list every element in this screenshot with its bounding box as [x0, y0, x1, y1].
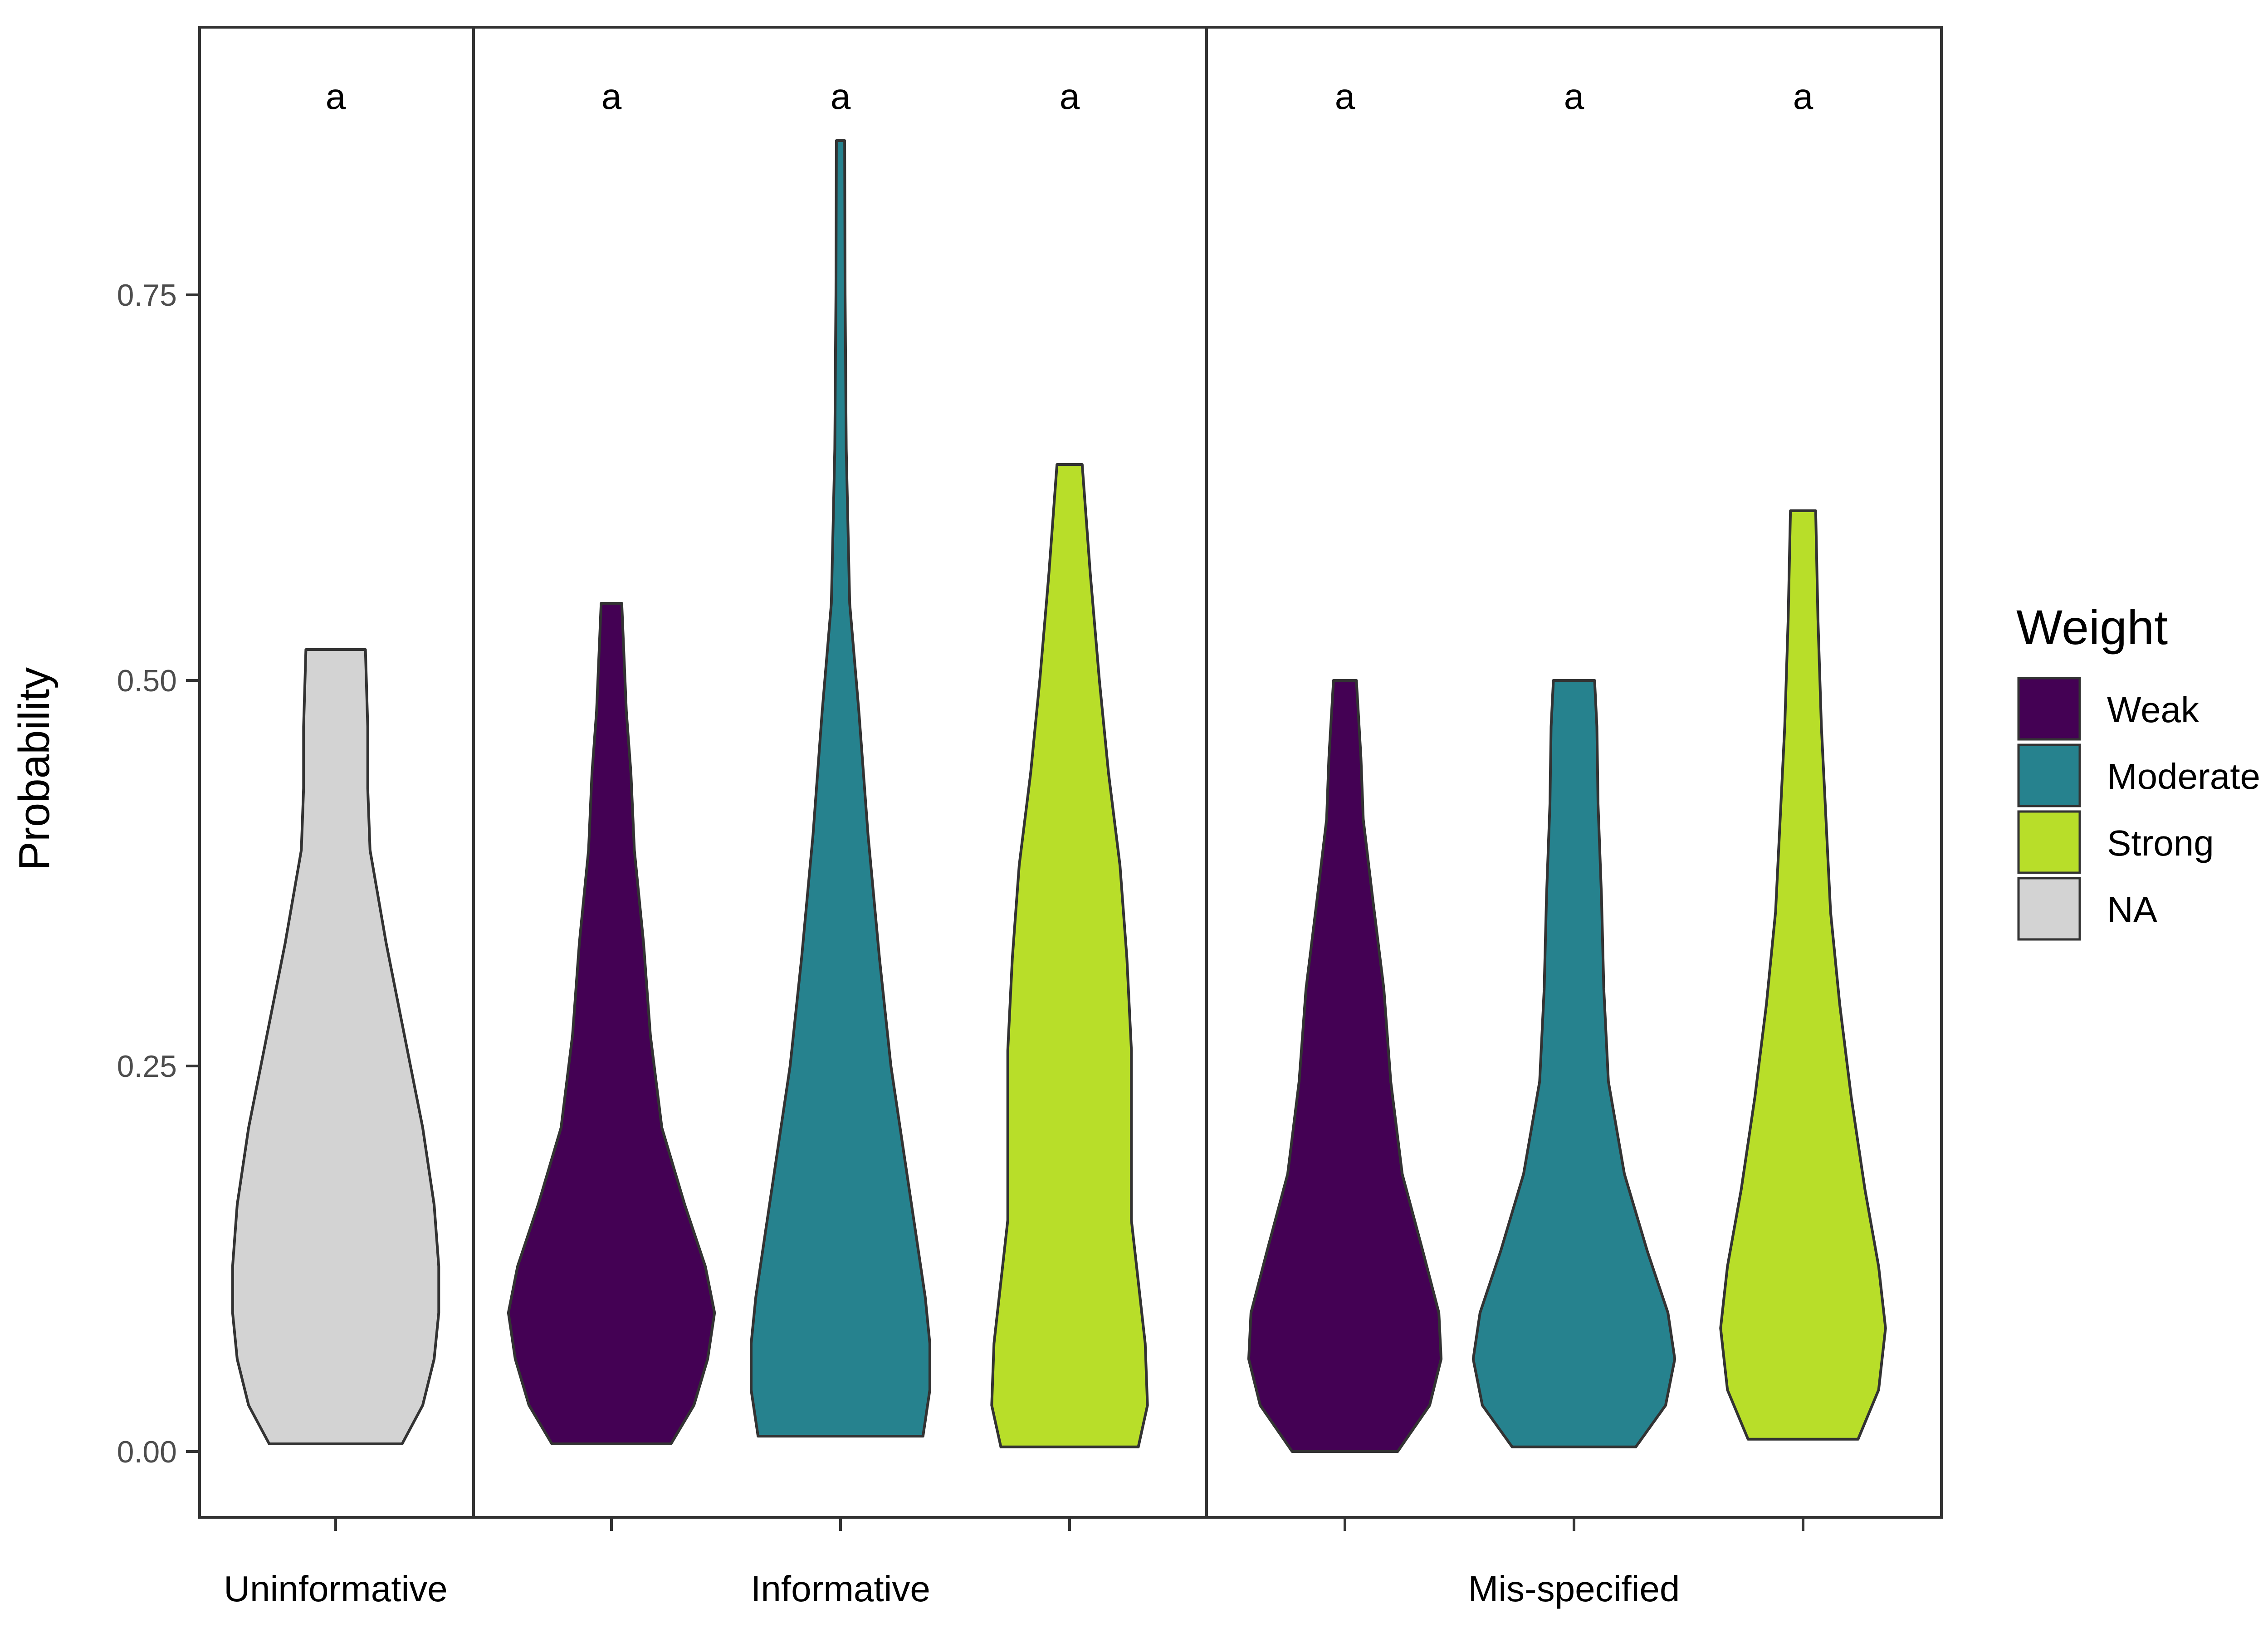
x-group-label: Informative — [751, 1569, 930, 1609]
legend-swatch-strong — [2017, 810, 2081, 874]
legend-swatch-moderate — [2017, 743, 2081, 807]
x-axis: Uninformative Informative Mis-specified — [224, 1517, 1804, 1609]
violin-informative-weak — [507, 602, 716, 1445]
legend-entries: Weak Moderate Strong NA — [2017, 677, 2260, 941]
violin-mis-specified-strong — [1719, 509, 1887, 1441]
legend-swatch-weak — [2017, 677, 2081, 741]
y-tick-label: 0.00 — [117, 1435, 177, 1469]
violin-layer — [231, 139, 1887, 1453]
legend-swatch-na — [2017, 877, 2081, 941]
significance-letter: a — [601, 76, 622, 117]
violin-mis-specified-moderate — [1471, 679, 1677, 1448]
y-tick-label: 0.50 — [117, 664, 177, 698]
significance-letter: a — [326, 76, 346, 117]
legend-label-strong: Strong — [2107, 823, 2214, 863]
significance-letter: a — [831, 76, 851, 117]
significance-letter: a — [1793, 76, 1813, 117]
legend-label-moderate: Moderate — [2107, 756, 2260, 797]
violin-uninformative-na — [231, 648, 440, 1445]
significance-letter: a — [1564, 76, 1584, 117]
legend-title: Weight — [2016, 600, 2168, 655]
y-axis-title: Probability — [10, 667, 59, 870]
y-axis: 0.00 0.25 0.50 0.75 — [117, 278, 200, 1469]
significance-letter: a — [1060, 76, 1080, 117]
x-group-label: Uninformative — [224, 1569, 448, 1609]
x-group-label: Mis-specified — [1468, 1569, 1680, 1609]
violin-informative-moderate — [750, 139, 931, 1437]
y-tick-label: 0.25 — [117, 1049, 177, 1084]
violin-mis-specified-weak — [1247, 679, 1443, 1453]
violin-informative-strong — [990, 463, 1149, 1448]
y-tick-label: 0.75 — [117, 278, 177, 313]
legend-label-na: NA — [2107, 890, 2158, 930]
legend: Weight Weak Moderate Strong NA — [2016, 600, 2260, 941]
significance-letter: a — [1335, 76, 1355, 117]
legend-label-weak: Weak — [2107, 689, 2200, 730]
